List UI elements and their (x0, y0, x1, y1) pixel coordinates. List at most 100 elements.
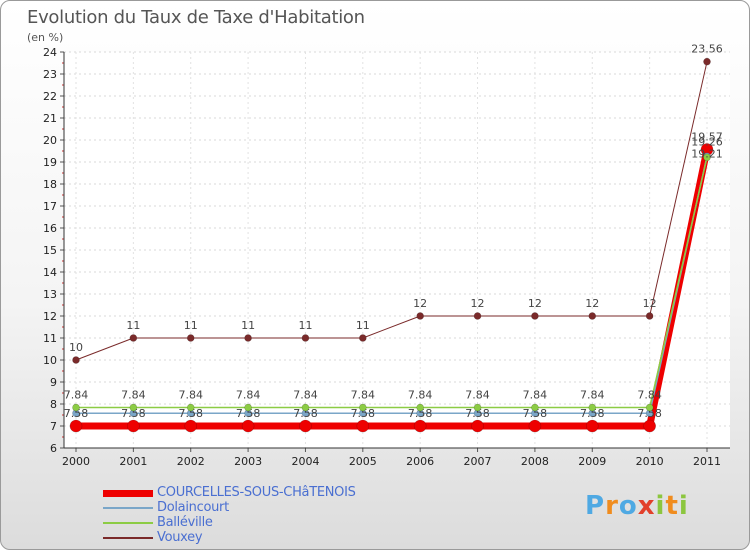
series-line-1 (76, 156, 708, 414)
y-tick-label: 19 (43, 156, 57, 169)
legend-item-dolaincourt: Dolaincourt (103, 500, 423, 516)
y-tick-label: 22 (43, 90, 57, 103)
y-tick-label: 7 (50, 420, 57, 433)
y-tick-label: 14 (43, 266, 57, 279)
data-label: 11 (126, 319, 140, 332)
data-point (72, 403, 80, 412)
y-tick-label: 9 (50, 376, 57, 389)
y-tick-label: 11 (43, 332, 57, 345)
x-tick-label: 2011 (693, 455, 721, 468)
legend-swatch-vouxey (103, 537, 153, 539)
data-label: 7.84 (236, 389, 261, 402)
data-point (643, 419, 656, 433)
y-tick-label: 20 (43, 134, 57, 147)
data-label: 7.58 (64, 407, 89, 420)
data-point (416, 403, 424, 412)
data-point (588, 312, 597, 320)
x-tick-label: 2004 (291, 455, 319, 468)
data-label: 7.58 (293, 407, 318, 420)
series-line-3 (75, 61, 708, 361)
x-tick-label: 2006 (406, 455, 434, 468)
data-label: 7.84 (465, 389, 490, 402)
series-line-2 (76, 157, 708, 409)
data-label: 7.84 (64, 389, 89, 402)
data-point (473, 403, 482, 412)
data-label: 12 (471, 297, 485, 310)
data-point (473, 312, 482, 320)
data-point (72, 356, 80, 364)
y-tick-label: 18 (43, 178, 57, 191)
x-tick-label: 2005 (349, 455, 377, 468)
y-tick-label: 15 (43, 244, 57, 257)
data-point (413, 419, 427, 433)
data-label: 11 (356, 319, 370, 332)
data-point (244, 403, 252, 412)
data-point (645, 312, 654, 320)
data-point (531, 403, 539, 412)
data-label: 7.84 (637, 389, 662, 402)
proxiti-logo: Proxiti (585, 491, 689, 521)
y-tick-label: 23 (43, 68, 57, 81)
y-tick-label: 8 (50, 398, 57, 411)
legend-label-dolaincourt: Dolaincourt (157, 500, 229, 515)
legend-item-balleville: Balléville (103, 515, 423, 531)
data-label: 12 (643, 297, 657, 310)
data-label: 12 (528, 297, 542, 310)
legend-item-vouxey: Vouxey (103, 530, 423, 546)
data-point (186, 403, 195, 412)
data-point (301, 403, 310, 412)
x-tick-label: 2010 (636, 455, 664, 468)
data-point (244, 334, 252, 342)
data-label: 23.56 (691, 43, 723, 56)
data-point (356, 419, 370, 433)
data-label: 7.58 (523, 407, 548, 420)
data-label: 7.84 (178, 389, 203, 402)
x-tick-label: 2007 (464, 455, 492, 468)
data-label: 12 (413, 297, 427, 310)
data-point (645, 403, 654, 412)
data-point (299, 419, 312, 433)
data-point (129, 403, 138, 412)
data-label: 7.58 (408, 407, 433, 420)
data-point (69, 419, 83, 433)
legend-label-vouxey: Vouxey (157, 530, 203, 545)
data-point (703, 153, 711, 162)
data-label: 19.57 (691, 130, 723, 143)
x-tick-label: 2000 (62, 455, 90, 468)
data-label: 7.58 (178, 407, 203, 420)
y-tick-label: 10 (43, 354, 57, 367)
data-point (359, 334, 367, 342)
data-label: 7.58 (637, 407, 662, 420)
legend-swatch-balleville (103, 522, 153, 524)
data-label: 7.58 (121, 407, 146, 420)
data-label: 11 (298, 319, 312, 332)
data-label: 11 (241, 319, 255, 332)
x-tick-label: 2003 (234, 455, 262, 468)
data-point (531, 312, 539, 320)
legend-item-courcelles: COURCELLES-SOUS-CHâTENOIS (103, 485, 423, 501)
data-point (127, 419, 140, 433)
data-label: 7.58 (580, 407, 605, 420)
data-point (359, 403, 367, 412)
data-label: 7.58 (236, 407, 261, 420)
legend-label-balleville: Balléville (157, 515, 213, 530)
data-point (528, 419, 542, 433)
legend-swatch-courcelles (103, 490, 153, 497)
series-line-0 (76, 148, 711, 430)
x-tick-label: 2008 (521, 455, 549, 468)
data-point (184, 419, 198, 433)
y-tick-label: 24 (43, 46, 57, 59)
data-point (416, 312, 424, 320)
data-label: 7.84 (580, 389, 605, 402)
y-tick-label: 17 (43, 200, 57, 213)
data-label: 7.84 (351, 389, 376, 402)
data-point (585, 419, 599, 433)
data-label: 7.84 (121, 389, 146, 402)
x-tick-label: 2001 (119, 455, 147, 468)
data-label: 19.26 (691, 135, 723, 148)
data-point (129, 334, 138, 342)
chart-title: Evolution du Taux de Taxe d'Habitation (27, 7, 365, 28)
data-point (186, 334, 195, 342)
y-tick-label: 12 (43, 310, 57, 323)
data-label: 7.58 (465, 407, 490, 420)
